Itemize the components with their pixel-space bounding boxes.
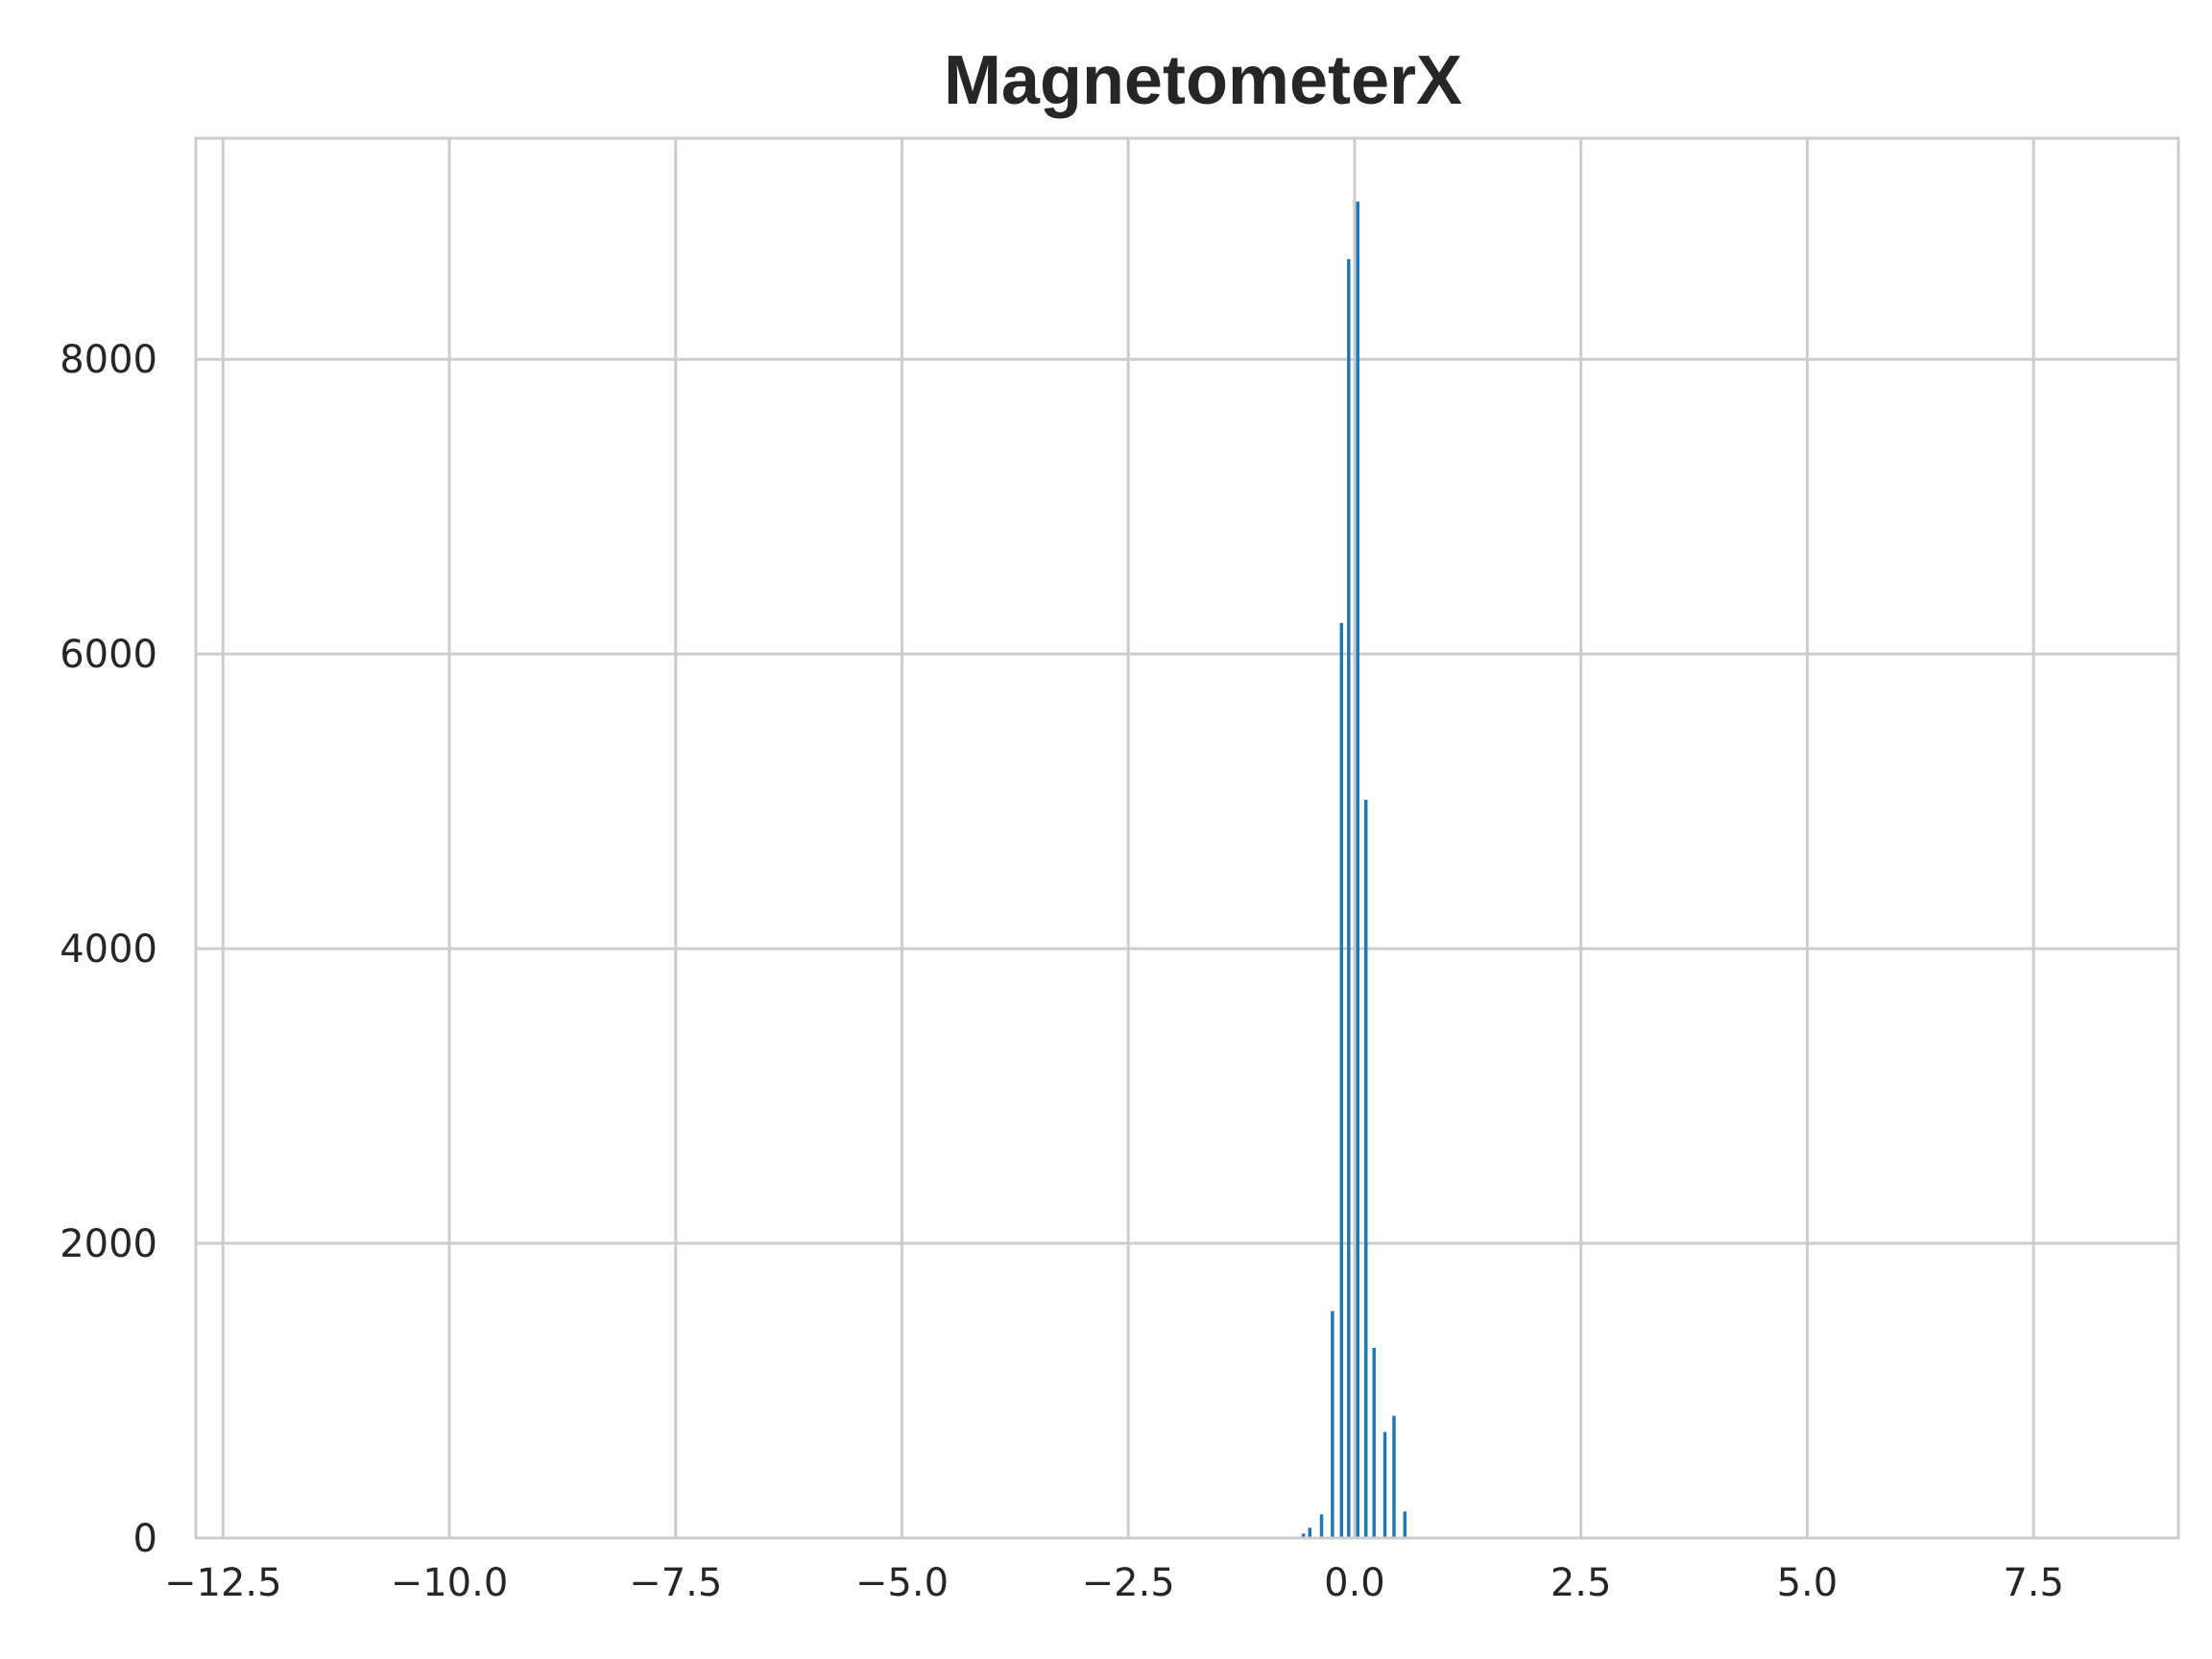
histogram-bar (1301, 1533, 1306, 1538)
histogram-bar (1372, 1348, 1376, 1538)
chart-title: MagnetometerX (944, 42, 1462, 119)
y-tick-label: 8000 (60, 338, 157, 382)
histogram-bar (1382, 1431, 1387, 1538)
x-tick-label: 0.0 (1324, 1561, 1385, 1605)
y-tick-label: 2000 (60, 1222, 157, 1266)
grid-lines (196, 138, 2178, 1540)
y-tick-label: 4000 (60, 927, 157, 972)
histogram-bar (1331, 1310, 1334, 1538)
x-tick-label: 2.5 (1551, 1561, 1612, 1605)
histogram-bar (1363, 800, 1368, 1538)
histogram-bars (1301, 201, 1407, 1539)
x-tick-label: −12.5 (164, 1561, 282, 1605)
plot-frame (194, 136, 2180, 1540)
x-tick-label: −10.0 (391, 1561, 509, 1605)
x-tick-label: −5.0 (855, 1561, 949, 1605)
y-tick-label: 0 (133, 1517, 157, 1561)
y-tick-label: 6000 (60, 633, 157, 677)
x-tick-label: 7.5 (2003, 1561, 2064, 1605)
x-tick-label: −2.5 (1082, 1561, 1175, 1605)
y-tick-labels: 0 2000 4000 6000 8000 (60, 338, 157, 1561)
histogram-bar (1347, 258, 1351, 1539)
histogram-bar (1403, 1511, 1407, 1538)
histogram-bar (1392, 1415, 1396, 1538)
histogram-bar (1339, 622, 1343, 1538)
histogram-bar (1308, 1527, 1311, 1538)
histogram-bar (1319, 1514, 1324, 1538)
x-tick-labels: −12.5 −10.0 −7.5 −5.0 −2.5 0.0 2.5 5.0 7.5 (164, 1561, 2064, 1605)
x-tick-label: 5.0 (1777, 1561, 1839, 1605)
x-tick-label: −7.5 (629, 1561, 722, 1605)
histogram-bar (1356, 201, 1359, 1539)
